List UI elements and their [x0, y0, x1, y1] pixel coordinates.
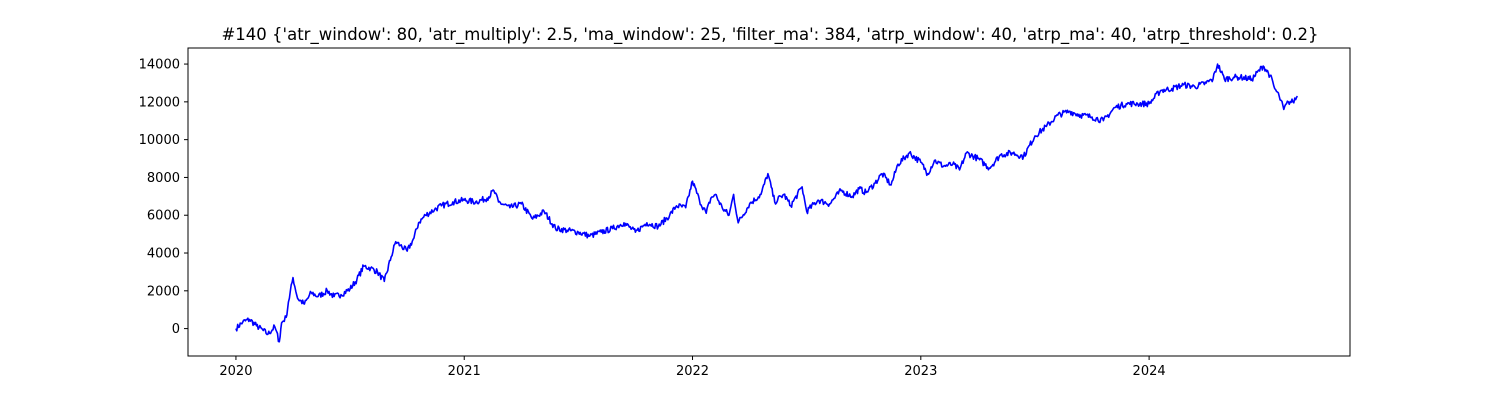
plot-frame: [187, 47, 1351, 357]
x-axis: 2020 2021 2022 2023 2024: [219, 356, 1166, 379]
y-tick-label: 14000: [139, 58, 180, 73]
x-tick-label: 2020: [219, 364, 252, 379]
y-tick-label: 2000: [147, 284, 180, 299]
y-tick-label: 0: [172, 322, 180, 337]
x-tick-label: 2022: [676, 364, 709, 379]
y-tick-label: 8000: [147, 171, 180, 186]
y-tick-label: 6000: [147, 209, 180, 224]
y-tick-label: 10000: [139, 133, 180, 148]
y-tick-label: 12000: [139, 95, 180, 110]
y-axis: 0 2000 4000 6000 8000 10000 12000 14000: [139, 58, 188, 337]
y-tick-label: 4000: [147, 247, 180, 262]
chart-title: #140 {'atr_window': 80, 'atr_multiply': …: [221, 25, 1318, 45]
x-tick-label: 2024: [1133, 364, 1166, 379]
series-line: [235, 63, 1299, 343]
x-tick-label: 2023: [904, 364, 937, 379]
x-tick-label: 2021: [448, 364, 481, 379]
series-layer: [235, 63, 1299, 343]
